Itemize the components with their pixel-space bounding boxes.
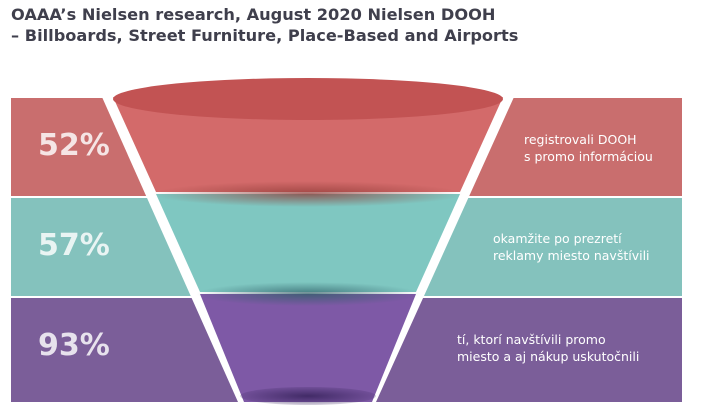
funnel-shadow-2	[196, 282, 420, 306]
funnel-segment-3	[200, 294, 416, 402]
stage-1-value: 52%	[38, 128, 110, 163]
chart-title-line-1: OAAA’s Nielsen research, August 2020 Nie…	[11, 5, 496, 24]
funnel-top-rim	[113, 78, 503, 120]
funnel-segment-2	[156, 194, 460, 292]
stage-3-description: tí, ktorí navštívili promo miesto a aj n…	[457, 331, 639, 365]
stage-3-value: 93%	[38, 328, 110, 363]
funnel-segment-1	[113, 97, 503, 192]
funnel-bottom-rim	[240, 387, 376, 405]
funnel-shadow-1	[153, 181, 463, 207]
stage-1-description-line-2: s promo informáciou	[524, 149, 653, 164]
stage-2-description-line-1: okamžite po prezretí	[493, 231, 622, 246]
stage-1-description-line-1: registrovali DOOH	[524, 132, 637, 147]
stage-3-description-line-2: miesto a aj nákup uskutočnili	[457, 349, 640, 364]
chart-title-line-2: – Billboards, Street Furniture, Place-Ba…	[11, 26, 519, 45]
stage-2-description: okamžite po prezretí reklamy miesto navš…	[493, 230, 650, 264]
stage-3-description-line-1: tí, ktorí navštívili promo	[457, 332, 606, 347]
stage-1-description: registrovali DOOH s promo informáciou	[524, 131, 653, 165]
chart-title: OAAA’s Nielsen research, August 2020 Nie…	[11, 4, 631, 46]
stage-2-description-line-2: reklamy miesto navštívili	[493, 248, 650, 263]
stage-2-value: 57%	[38, 228, 110, 263]
